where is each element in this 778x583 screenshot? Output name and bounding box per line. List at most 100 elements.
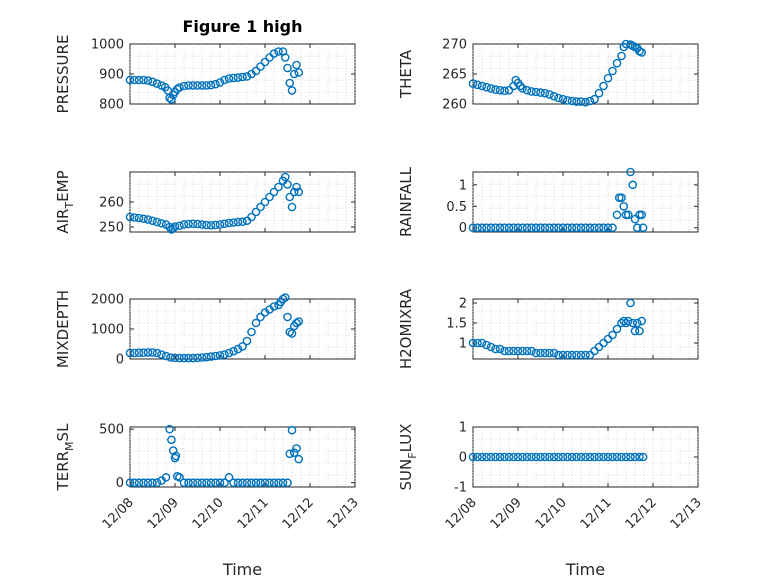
data-point [540,348,550,358]
data-point [473,80,482,90]
data-point [139,214,148,224]
y-tick-label: 260 [99,196,124,211]
data-point [233,344,243,354]
data-point [527,87,536,96]
data-point [603,73,613,83]
data-point [590,452,599,462]
data-point [617,193,626,203]
data-point [206,220,216,230]
x-tick-label: 12/12 [280,495,317,532]
data-point [621,452,631,462]
data-point [504,452,514,462]
data-point [148,77,157,87]
grid-lines [472,299,699,359]
data-point [224,218,234,228]
data-point [229,346,238,356]
data-point [504,223,514,233]
grid-lines [472,172,699,232]
data-point [567,223,577,233]
data-point [527,452,536,462]
data-series [468,39,647,107]
data-point [269,302,279,311]
data-point [280,53,290,62]
data-point [184,219,193,229]
data-point [540,88,550,98]
data-point [531,348,541,358]
data-point [630,214,640,224]
data-point [287,329,297,338]
data-point [540,452,550,462]
data-point [500,86,509,96]
y-tick-label: 1000 [91,38,124,53]
data-point [166,353,175,362]
data-point [125,212,135,222]
data-point [594,88,604,98]
y-tick-label: 1 [459,178,467,193]
data-series [468,298,647,360]
y-tick-label: 900 [99,68,124,83]
data-point [125,75,135,85]
y-tick-label: 1 [459,421,467,436]
data-point [184,478,193,488]
data-point [500,223,509,233]
data-point [224,473,234,482]
data-point [549,452,559,462]
data-point [486,223,496,233]
x-tick-label: 12/08 [100,495,137,532]
data-point [202,478,211,488]
subplot-5: 0 1000 2000 MIXDEPTH [54,290,356,368]
data-point [473,223,482,233]
x-tick-label: 12/11 [235,495,272,532]
y-axis-label: TERRMSL [54,423,76,492]
data-point [152,348,162,358]
data-point [285,78,295,88]
data-point [545,90,554,99]
data-point [143,76,153,85]
data-point [536,223,545,233]
data-point [482,223,491,233]
data-point [500,346,509,356]
data-point [292,182,301,192]
data-point [269,478,279,488]
data-point [211,478,220,488]
data-point [590,94,599,104]
data-point [545,452,554,462]
data-point [522,452,532,462]
data-point [623,210,633,220]
data-point [157,350,166,359]
data-point [175,473,184,482]
data-point [215,478,225,488]
data-point [256,478,265,488]
data-point [612,324,622,334]
data-point [152,478,162,488]
axes-background [129,171,356,233]
data-point [148,216,157,226]
data-point [224,348,234,358]
data-point [247,212,256,222]
data-point [202,352,211,362]
data-point [211,351,220,361]
data-point [632,318,642,328]
data-point [486,452,496,462]
data-point [193,478,202,488]
data-point [220,219,229,229]
data-point [197,81,207,90]
data-point [202,81,211,90]
subplot-7: 0 500 12/08 12/09 12/10 12/11 12/12 12/13 TERRMS… [54,423,362,579]
data-point [482,340,491,350]
data-point [165,424,174,434]
axes-background [472,43,699,105]
data-point [558,452,568,462]
data-point [572,452,581,462]
data-point [626,298,635,308]
y-axis-label: PRESSURE [54,35,72,114]
data-point [638,452,648,462]
data-point [477,81,487,91]
data-point [513,223,523,233]
data-point [148,478,157,488]
data-point [612,210,622,220]
data-point [220,350,229,359]
data-point [594,452,604,462]
axes-background [472,426,699,488]
data-point [482,452,491,462]
